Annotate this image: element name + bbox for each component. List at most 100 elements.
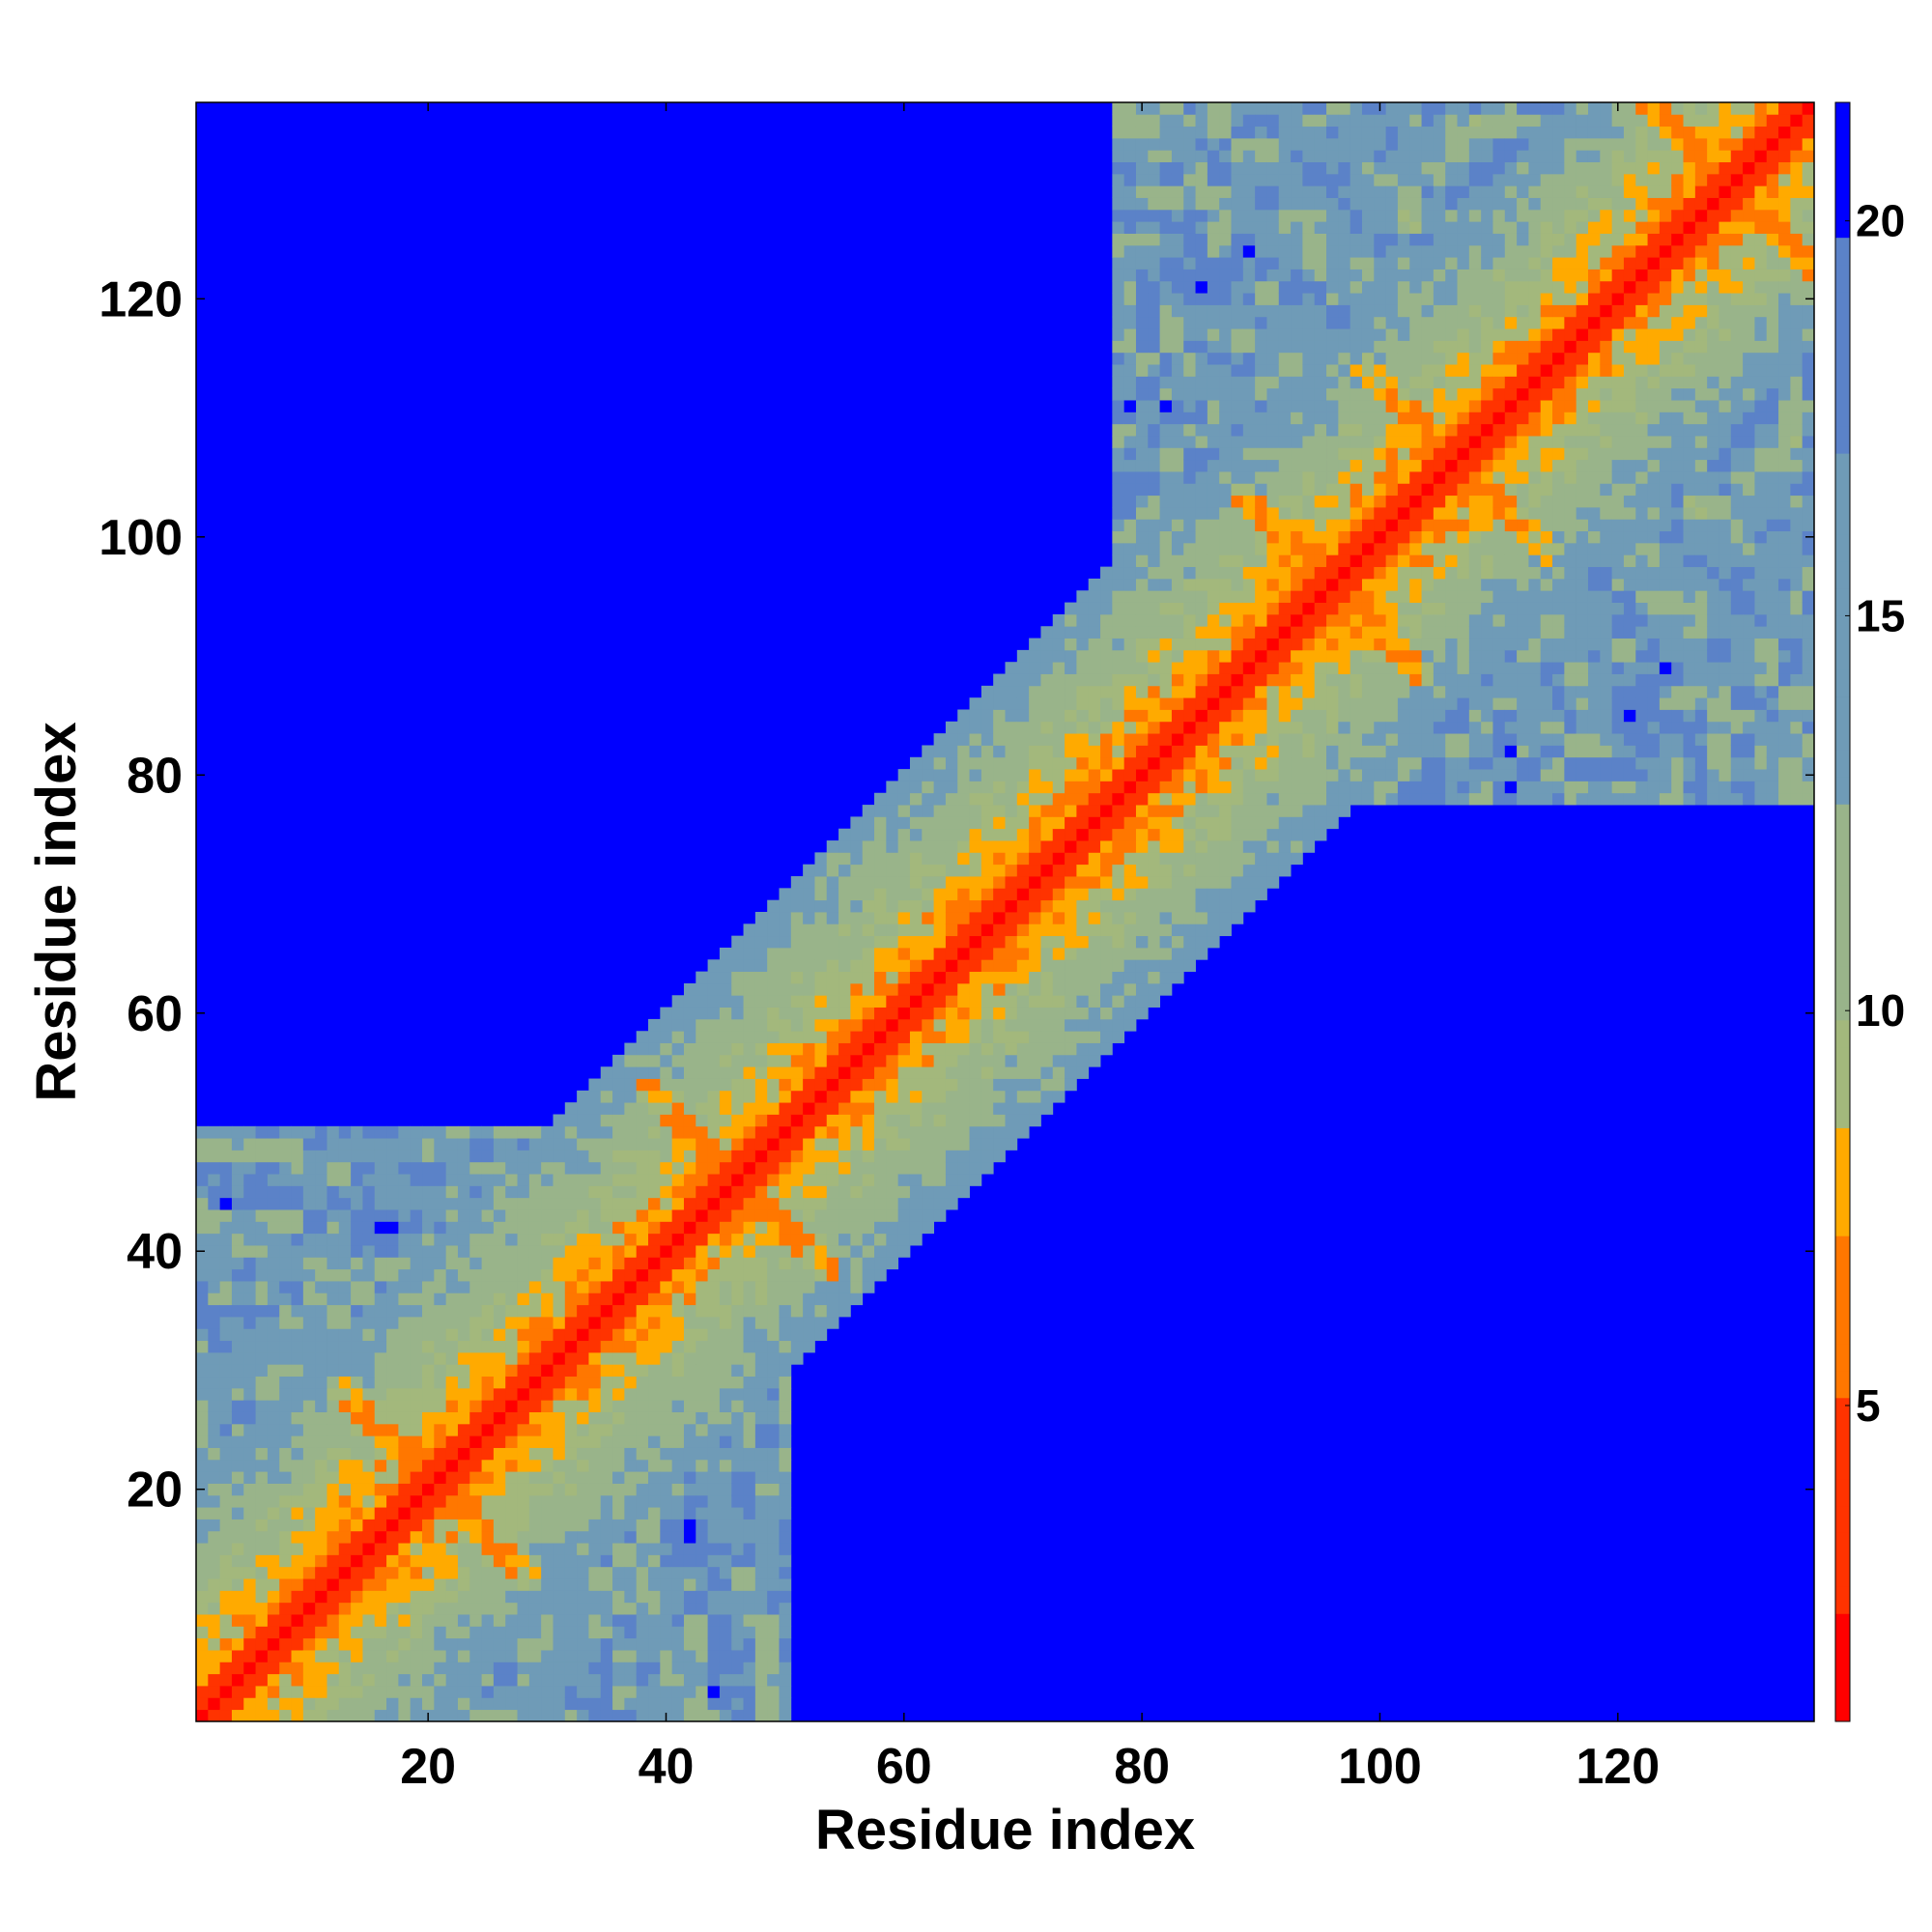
heatmap-cell	[1148, 519, 1161, 532]
heatmap-cell	[374, 1673, 387, 1687]
heatmap-cell	[814, 947, 828, 960]
heatmap-cell	[1112, 792, 1125, 806]
heatmap-cell	[1076, 935, 1090, 949]
heatmap-cell	[1291, 816, 1303, 830]
heatmap-cell	[208, 1161, 221, 1175]
heatmap-cell	[577, 1543, 589, 1555]
heatmap-cell	[933, 995, 947, 1008]
heatmap-cell	[969, 816, 982, 830]
heatmap-cell	[1219, 828, 1232, 841]
heatmap-cell	[398, 1709, 412, 1722]
heatmap-cell	[1148, 137, 1161, 151]
heatmap-cell	[754, 1161, 768, 1175]
heatmap-cell	[1242, 876, 1256, 889]
heatmap-cell	[980, 1150, 994, 1163]
heatmap-cell	[671, 1387, 685, 1401]
heatmap-cell	[624, 1411, 638, 1425]
heatmap-cell	[1207, 137, 1220, 151]
heatmap-cell	[1207, 436, 1220, 448]
heatmap-cell	[1135, 507, 1149, 520]
heatmap-cell	[600, 1471, 613, 1484]
heatmap-cell	[481, 1578, 495, 1591]
heatmap-cell	[731, 1031, 744, 1043]
heatmap-cell	[767, 1007, 780, 1020]
heatmap-cell	[1112, 269, 1125, 282]
heatmap-cell	[945, 721, 958, 734]
heatmap-cell	[219, 1125, 233, 1139]
heatmap-cell	[731, 1351, 744, 1365]
heatmap-cell	[612, 1150, 625, 1163]
heatmap-cell	[1278, 137, 1292, 151]
heatmap-cell	[683, 1257, 696, 1270]
heatmap-cell	[648, 1281, 661, 1293]
heatmap-cell	[826, 1174, 839, 1186]
heatmap-cell	[1183, 947, 1196, 960]
heatmap-cell	[1302, 649, 1316, 663]
heatmap-cell	[671, 1447, 685, 1461]
heatmap-cell	[291, 1400, 304, 1412]
heatmap-cell	[302, 1423, 316, 1436]
heatmap-cell	[696, 971, 708, 984]
heatmap-cell	[1231, 888, 1244, 901]
heatmap-cell	[1123, 888, 1137, 901]
heatmap-cell	[481, 1257, 495, 1270]
heatmap-cell	[1302, 662, 1316, 674]
heatmap-cell	[897, 1150, 911, 1163]
heatmap-cell	[1207, 662, 1220, 674]
heatmap-cell	[374, 1174, 387, 1186]
heatmap-cell	[1123, 447, 1137, 461]
heatmap-cell	[600, 1543, 613, 1555]
heatmap-cell	[386, 1174, 399, 1186]
heatmap-cell	[933, 816, 947, 830]
heatmap-cell	[624, 1686, 638, 1698]
heatmap-cell	[1255, 626, 1267, 639]
heatmap-cell	[969, 1174, 982, 1186]
heatmap-cell	[541, 1626, 554, 1639]
heatmap-cell	[445, 1304, 459, 1318]
heatmap-cell	[315, 1697, 327, 1711]
heatmap-cell	[707, 1138, 721, 1151]
heatmap-cell	[993, 1031, 1006, 1043]
heatmap-cell	[541, 1328, 554, 1342]
heatmap-cell	[434, 1578, 447, 1591]
heatmap-cell	[1123, 471, 1137, 484]
heatmap-cell	[838, 1114, 851, 1127]
heatmap-cell	[279, 1257, 292, 1270]
heatmap-cell	[909, 982, 923, 996]
heatmap-cell	[1052, 1054, 1065, 1067]
heatmap-cell	[1242, 542, 1256, 555]
heatmap-cell	[1255, 638, 1267, 651]
heatmap-cell	[1040, 745, 1054, 758]
heatmap-cell	[719, 1578, 732, 1591]
heatmap-cell	[922, 982, 935, 996]
heatmap-cell	[196, 1423, 209, 1436]
heatmap-cell	[398, 1447, 412, 1461]
heatmap-cell	[577, 1650, 589, 1662]
heatmap-cell	[922, 888, 935, 901]
heatmap-cell	[636, 1102, 649, 1115]
heatmap-cell	[612, 1387, 625, 1401]
heatmap-cell	[541, 1197, 554, 1210]
heatmap-cell	[814, 1328, 828, 1342]
heatmap-cell	[457, 1387, 470, 1401]
heatmap-cell	[743, 1304, 756, 1318]
heatmap-cell	[886, 1125, 899, 1139]
heatmap-cell	[351, 1554, 363, 1568]
heatmap-cell	[1088, 923, 1101, 937]
heatmap-cell	[1040, 1031, 1054, 1043]
heatmap-cell	[648, 1221, 661, 1235]
heatmap-cell	[267, 1197, 280, 1210]
heatmap-cell	[731, 1042, 744, 1056]
heatmap-cell	[660, 1423, 673, 1436]
heatmap-cell	[588, 1411, 602, 1425]
heatmap-cell	[410, 1257, 423, 1270]
heatmap-cell	[779, 1042, 792, 1056]
heatmap-cell	[208, 1387, 221, 1401]
heatmap-cell	[850, 876, 864, 889]
heatmap-cell	[553, 1637, 566, 1651]
heatmap-cell	[1135, 971, 1149, 984]
heatmap-cell	[374, 1471, 387, 1484]
heatmap-cell	[1195, 280, 1208, 294]
heatmap-cell	[980, 864, 994, 877]
heatmap-cell	[1112, 554, 1125, 568]
